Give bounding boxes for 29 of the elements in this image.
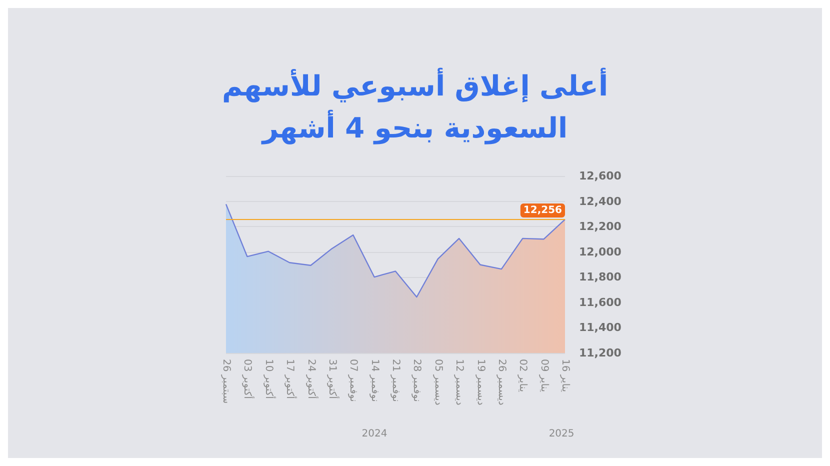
ref-line-label: 12,256 <box>523 204 562 216</box>
y-tick-label: 11,200 <box>579 346 622 360</box>
x-tick-label: 28 نوفمبر <box>411 359 422 402</box>
chart-title: أعلى إغلاق أسبوعي للأسهم السعودية بنحو 4 أشهر <box>222 68 608 144</box>
x-tick-label: 16 يناير <box>560 359 570 392</box>
y-tick-label: 12,600 <box>579 170 622 182</box>
x-tick-label: 21 نوفمبر <box>390 359 401 402</box>
y-tick-label: 12,400 <box>579 194 622 208</box>
x-tick-label: 31 أكتوبر <box>326 359 340 400</box>
text: 2025 <box>548 428 574 440</box>
x-tick-label: 09 يناير <box>538 359 550 392</box>
y-tick-label: 12,000 <box>579 245 622 258</box>
x-tick-label: 26 ديسمبر <box>496 359 507 406</box>
x-tick-label: 05 ديسمبر <box>432 359 444 406</box>
x-tick-label: 14 نوفمبر <box>368 359 380 402</box>
y-tick-label: 11,800 <box>579 270 622 284</box>
x-tick-label: 12 ديسمبر <box>454 359 465 406</box>
text: 2024 <box>362 428 388 440</box>
x-tick-label: 24 أكتوبر <box>305 359 318 400</box>
x-tick-label: 10 أكتوبر <box>262 359 276 400</box>
x-tick-label: 19 ديسمبر <box>474 359 486 406</box>
x-tick-label: 26 سبتمبر <box>220 359 232 404</box>
x-tick-label: 07 نوفمبر <box>348 359 359 402</box>
y-tick-label: 12,200 <box>579 220 622 234</box>
x-tick-label: 03 أكتوبر <box>242 359 255 400</box>
x-tick-label: 17 أكتوبر <box>284 359 298 400</box>
y-tick-label: 11,400 <box>579 321 622 334</box>
y-tick-label: 11,600 <box>579 296 622 309</box>
x-tick-label: 02 يناير <box>517 359 528 392</box>
